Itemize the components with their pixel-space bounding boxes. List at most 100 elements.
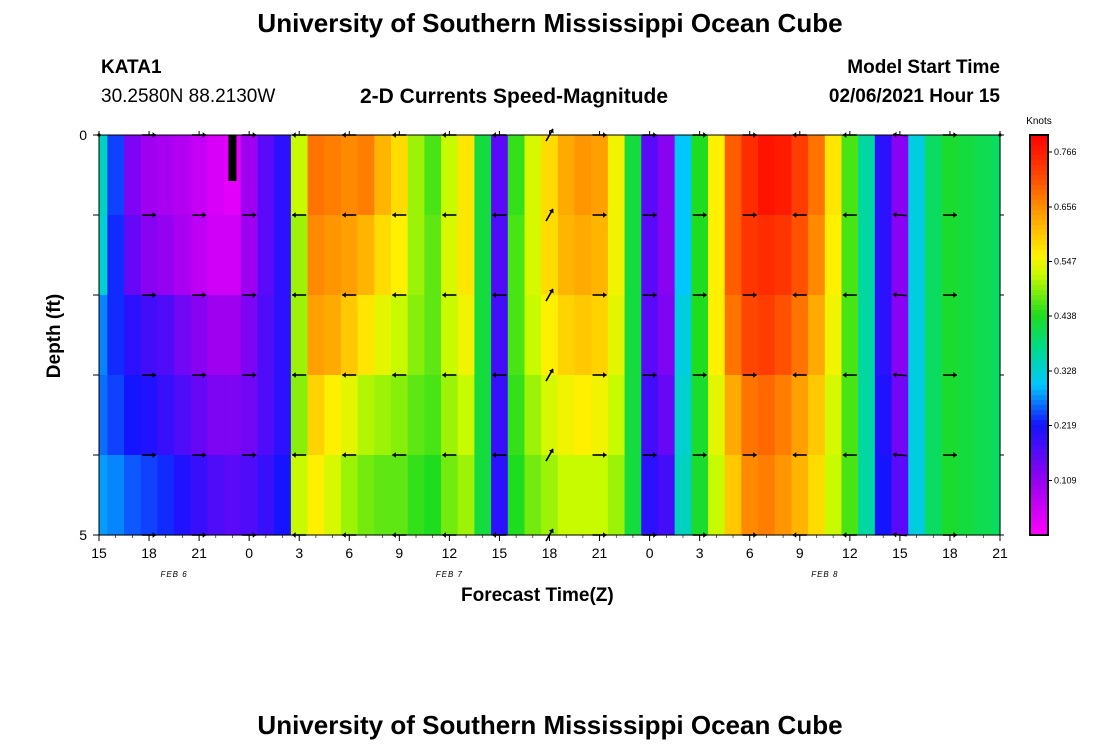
colorbar-segment bbox=[1030, 310, 1048, 316]
heatmap-cell bbox=[390, 455, 409, 536]
heatmap-cell bbox=[874, 135, 893, 216]
current-vector-arrow bbox=[742, 452, 757, 458]
current-vector-arrow bbox=[242, 452, 257, 458]
heatmap-cell bbox=[407, 295, 425, 376]
colorbar-segment bbox=[1030, 150, 1048, 156]
plot-title: 2-D Currents Speed-Magnitude bbox=[360, 85, 669, 108]
colorbar-segment bbox=[1030, 185, 1048, 191]
current-vector-arrow bbox=[492, 212, 507, 218]
heatmap-cell bbox=[774, 375, 793, 456]
heatmap-cell bbox=[340, 215, 359, 296]
heatmap-cell bbox=[808, 215, 826, 296]
heatmap-cell bbox=[874, 215, 893, 296]
current-vector-arrow bbox=[442, 452, 457, 458]
colorbar-segment bbox=[1030, 450, 1048, 456]
heatmap-cell bbox=[758, 295, 776, 376]
current-vector-arrow bbox=[942, 212, 957, 218]
heatmap-cell bbox=[524, 295, 542, 376]
heatmap-cell bbox=[441, 455, 459, 536]
heatmap-cell bbox=[758, 135, 776, 216]
heatmap-cell bbox=[574, 295, 592, 376]
x-tick-label: 18 bbox=[141, 545, 157, 561]
x-tick-label: 3 bbox=[696, 545, 704, 561]
current-vector-arrow bbox=[442, 292, 457, 298]
heatmap-cell bbox=[157, 375, 175, 456]
x-tick-label: 12 bbox=[442, 545, 458, 561]
heatmap-cell bbox=[290, 215, 309, 296]
heatmap-cell bbox=[124, 295, 142, 376]
current-vector-arrow bbox=[792, 292, 807, 298]
current-vector-arrow bbox=[142, 292, 157, 298]
colorbar-segment bbox=[1030, 375, 1048, 381]
arrow-head bbox=[548, 128, 554, 134]
colorbar-segment bbox=[1030, 230, 1048, 236]
colorbar-segment bbox=[1030, 220, 1048, 226]
colorbar-segment bbox=[1030, 240, 1048, 246]
current-vector-arrow bbox=[842, 292, 857, 298]
arrow-head bbox=[703, 372, 707, 378]
colorbar-segment bbox=[1030, 215, 1048, 221]
arrow-head bbox=[292, 372, 296, 378]
heatmap-cell bbox=[607, 375, 626, 456]
heatmap-cell bbox=[724, 375, 742, 456]
heatmap-cell bbox=[340, 295, 359, 376]
heatmap-cell bbox=[174, 135, 192, 216]
arrow-head bbox=[653, 372, 657, 378]
heatmap-cell bbox=[390, 135, 409, 216]
station-location: 30.2580N 88.2130W bbox=[101, 86, 276, 107]
heatmap-cell bbox=[157, 215, 175, 296]
current-vector-arrow bbox=[842, 372, 857, 378]
heatmap-cell bbox=[841, 455, 859, 536]
arrow-head bbox=[703, 292, 707, 298]
date-label: FEB 7 bbox=[436, 570, 463, 579]
heatmap-cell bbox=[257, 455, 275, 536]
arrow-head bbox=[548, 528, 554, 534]
colorbar-segment bbox=[1030, 145, 1048, 151]
colorbar-segment bbox=[1030, 285, 1048, 291]
model-start-value: 02/06/2021 Hour 15 bbox=[828, 86, 1000, 107]
heatmap-cell bbox=[307, 455, 325, 536]
colorbar-segment bbox=[1030, 360, 1048, 366]
current-vector-arrow bbox=[792, 372, 807, 378]
heatmap-cell bbox=[99, 455, 108, 536]
heatmap-cell bbox=[524, 455, 542, 536]
heatmap-cell bbox=[674, 215, 692, 296]
heatmap-cells bbox=[99, 135, 1001, 536]
heatmap-cell bbox=[157, 295, 175, 376]
heatmap-cell bbox=[474, 135, 492, 216]
heatmap-cell bbox=[374, 375, 392, 456]
colorbar-segment bbox=[1030, 340, 1048, 346]
arrow-head bbox=[292, 452, 296, 458]
heatmap-cell bbox=[691, 375, 709, 456]
heatmap-cell bbox=[908, 215, 926, 296]
heatmap-cell bbox=[657, 295, 676, 376]
colorbar-segment bbox=[1030, 235, 1048, 241]
heatmap-cell bbox=[808, 375, 826, 456]
arrow-head bbox=[202, 372, 207, 378]
arrow-head bbox=[202, 292, 207, 298]
current-vector-arrow bbox=[842, 452, 857, 458]
heatmap-cell bbox=[708, 135, 726, 216]
heatmap-cell bbox=[207, 295, 225, 376]
current-vector-arrow bbox=[342, 292, 357, 298]
heatmap-cell bbox=[924, 135, 943, 216]
current-vector-arrow bbox=[192, 372, 207, 378]
x-tick-label: 6 bbox=[345, 545, 353, 561]
current-vector-arrow bbox=[592, 372, 607, 378]
heatmap-cell bbox=[541, 135, 559, 216]
arrow-head bbox=[442, 452, 446, 458]
colorbar-segment bbox=[1030, 510, 1048, 516]
arrow-head bbox=[548, 368, 554, 374]
colorbar-segment bbox=[1030, 470, 1048, 476]
heatmap-cell bbox=[724, 295, 742, 376]
current-vector-arrow bbox=[342, 212, 357, 218]
arrow-head bbox=[492, 212, 496, 218]
heatmap-cell bbox=[691, 215, 709, 296]
heatmap-cell bbox=[140, 295, 158, 376]
heatmap-cell bbox=[891, 215, 909, 296]
heatmap-cell bbox=[207, 135, 225, 216]
heatmap-cell bbox=[941, 135, 959, 216]
heatmap-cell bbox=[708, 215, 726, 296]
current-vector-arrow bbox=[742, 212, 757, 218]
current-vector-arrow bbox=[392, 372, 407, 378]
